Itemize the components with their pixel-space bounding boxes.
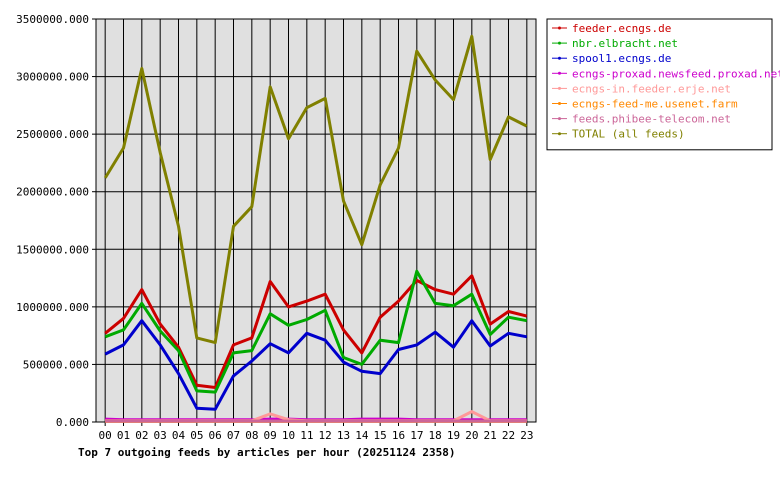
legend-entry: nbr.elbracht.net [572, 37, 678, 50]
legend-entry: TOTAL (all feeds) [572, 128, 685, 141]
legend-marker [558, 86, 561, 90]
x-tick-label: 16 [392, 429, 405, 442]
legend-marker [558, 132, 561, 136]
x-tick-label: 07 [227, 429, 240, 442]
y-tick-label: 0.000 [56, 416, 89, 429]
x-tick-label: 02 [135, 429, 148, 442]
x-tick-label: 14 [355, 429, 369, 442]
x-tick-label: 06 [209, 429, 222, 442]
x-tick-label: 08 [245, 429, 258, 442]
legend-entry: ecngs-proxad.newsfeed.proxad.net [572, 67, 780, 80]
series-line-3 [104, 319, 528, 411]
legend-marker [558, 56, 561, 60]
x-tick-label: 10 [282, 429, 295, 442]
x-tick-label: 01 [117, 429, 130, 442]
y-tick-label: 2500000.000 [16, 128, 89, 141]
series-line-1 [104, 274, 528, 389]
legend-entry: spool1.ecngs.de [572, 52, 671, 65]
legend-marker [558, 26, 561, 30]
series-line-8 [103, 34, 528, 345]
x-tick-label: 12 [319, 429, 332, 442]
x-tick-label: 13 [337, 429, 350, 442]
legend-marker [558, 117, 561, 121]
x-tick-label: 05 [190, 429, 203, 442]
y-tick-label: 3000000.000 [16, 71, 89, 84]
legend-entry: feeds.phibee-telecom.net [572, 113, 731, 126]
x-tick-label: 04 [172, 429, 186, 442]
x-tick-label: 21 [484, 429, 497, 442]
x-tick-label: 18 [429, 429, 442, 442]
x-tick-label: 17 [410, 429, 423, 442]
plot-area [95, 18, 537, 423]
legend-marker [558, 41, 561, 45]
x-tick-label: 22 [502, 429, 515, 442]
x-tick-label: 00 [99, 429, 112, 442]
y-tick-label: 500000.000 [23, 358, 89, 371]
legend-marker [558, 102, 561, 105]
chart-title: Top 7 outgoing feeds by articles per hou… [78, 446, 456, 459]
x-tick-label: 03 [154, 429, 167, 442]
legend [546, 18, 773, 151]
legend-entry: feeder.ecngs.de [572, 22, 671, 35]
y-tick-label: 3500000.000 [16, 13, 89, 26]
legend-entry: ecngs-in.feeder.erje.net [572, 82, 731, 95]
y-tick-label: 1500000.000 [16, 243, 89, 256]
x-tick-label: 09 [264, 429, 277, 442]
x-tick-label: 20 [465, 429, 478, 442]
legend-marker [558, 71, 561, 75]
x-tick-label: 19 [447, 429, 460, 442]
x-tick-label: 15 [374, 429, 387, 442]
y-tick-label: 1000000.000 [16, 301, 89, 314]
x-tick-label: 11 [300, 429, 313, 442]
y-tick-label: 2000000.000 [16, 186, 89, 199]
legend-entry: ecngs-feed-me.usenet.farm [572, 98, 738, 111]
series-line-2 [104, 269, 528, 394]
x-tick-label: 23 [520, 429, 533, 442]
